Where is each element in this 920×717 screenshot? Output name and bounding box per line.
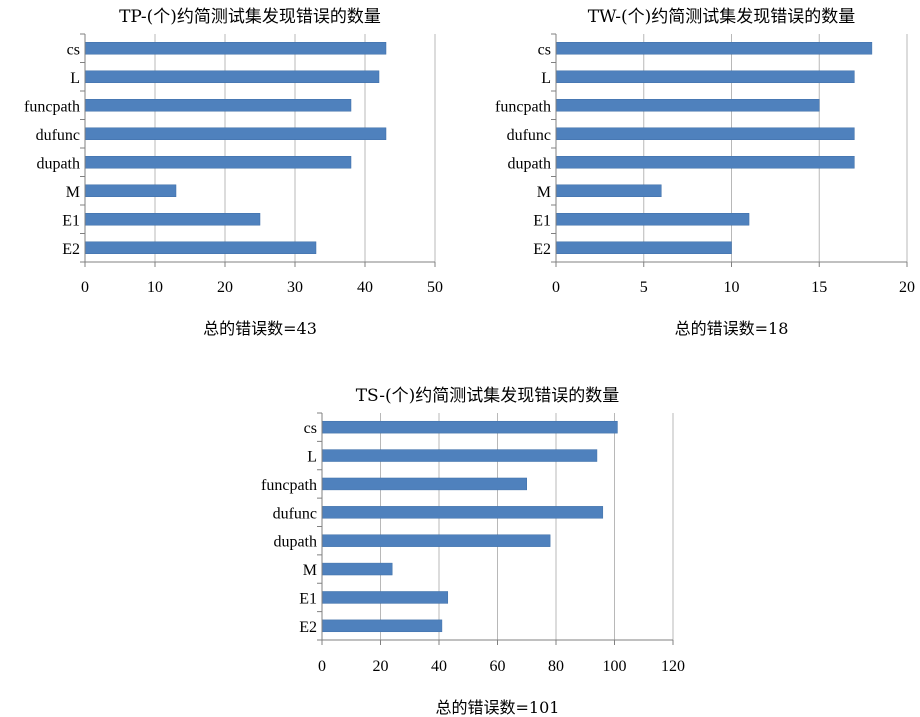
- bar-E2: [555, 241, 732, 254]
- category-label: L: [541, 70, 551, 87]
- category-label: dupath: [507, 155, 551, 172]
- bar-cs: [321, 420, 618, 434]
- x-tick-label: 5: [640, 279, 648, 296]
- category-label: E1: [299, 590, 317, 607]
- category-label: E1: [533, 212, 551, 229]
- bar-E2: [321, 619, 443, 633]
- category-label: dupath: [36, 155, 80, 172]
- bar-E1: [321, 591, 449, 604]
- x-tick-label: 0: [81, 279, 89, 296]
- x-tick-label: 30: [287, 279, 303, 296]
- category-label: dufunc: [507, 127, 551, 144]
- category-label: M: [66, 184, 80, 201]
- bar-E1: [84, 213, 261, 226]
- category-label: E2: [533, 241, 551, 258]
- bar-cs: [84, 42, 387, 55]
- category-label: dufunc: [36, 127, 80, 144]
- bar-L: [321, 449, 598, 462]
- category-label: cs: [304, 420, 317, 437]
- bar-E2: [84, 241, 317, 254]
- category-label: funcpath: [24, 98, 80, 115]
- bar-M: [321, 562, 393, 576]
- bar-dufunc: [321, 506, 604, 519]
- x-tick-label: 20: [373, 658, 389, 675]
- bar-cs: [555, 42, 873, 55]
- x-tick-label: 120: [661, 658, 685, 675]
- category-label: funcpath: [261, 477, 317, 494]
- chart-title: TP-(个)约简测试集发现错误的数量: [119, 7, 381, 27]
- x-tick-label: 20: [217, 279, 233, 296]
- category-label: dufunc: [273, 505, 317, 522]
- x-tick-label: 10: [147, 279, 163, 296]
- x-axis-label: 总的错误数=43: [203, 319, 317, 338]
- x-tick-label: 10: [724, 279, 740, 296]
- bar-E1: [555, 213, 750, 226]
- bar-L: [555, 70, 855, 83]
- x-tick-label: 0: [318, 658, 326, 675]
- bar-dupath: [555, 156, 855, 169]
- category-label: E2: [62, 241, 80, 258]
- category-label: L: [70, 70, 80, 87]
- bar-M: [84, 184, 177, 197]
- category-label: cs: [67, 41, 80, 58]
- x-tick-label: 0: [552, 279, 560, 296]
- chart-title: TW-(个)约简测试集发现错误的数量: [588, 7, 856, 27]
- x-tick-label: 80: [548, 658, 564, 675]
- chart-title: TS-(个)约简测试集发现错误的数量: [356, 386, 620, 406]
- bar-dufunc: [84, 127, 387, 140]
- bar-funcpath: [555, 99, 820, 112]
- bar-dupath: [84, 156, 352, 169]
- bar-M: [555, 184, 662, 197]
- x-tick-label: 40: [357, 279, 373, 296]
- category-label: M: [303, 562, 317, 579]
- bar-dupath: [321, 534, 551, 547]
- x-tick-label: 40: [431, 658, 447, 675]
- category-label: E2: [299, 619, 317, 636]
- x-tick-label: 15: [811, 279, 827, 296]
- x-tick-label: 50: [427, 279, 443, 296]
- category-label: cs: [538, 41, 551, 58]
- category-label: funcpath: [495, 98, 551, 115]
- x-axis-label: 总的错误数=101: [436, 698, 560, 717]
- category-label: M: [537, 184, 551, 201]
- x-tick-label: 100: [603, 658, 627, 675]
- x-axis-label: 总的错误数=18: [675, 319, 789, 338]
- category-label: L: [307, 449, 317, 466]
- category-label: dupath: [273, 534, 317, 551]
- bar-L: [84, 70, 380, 83]
- bar-dufunc: [555, 127, 855, 140]
- bar-funcpath: [84, 99, 352, 112]
- category-label: E1: [62, 212, 80, 229]
- bar-funcpath: [321, 477, 527, 491]
- x-tick-label: 60: [490, 658, 506, 675]
- x-tick-label: 20: [899, 279, 915, 296]
